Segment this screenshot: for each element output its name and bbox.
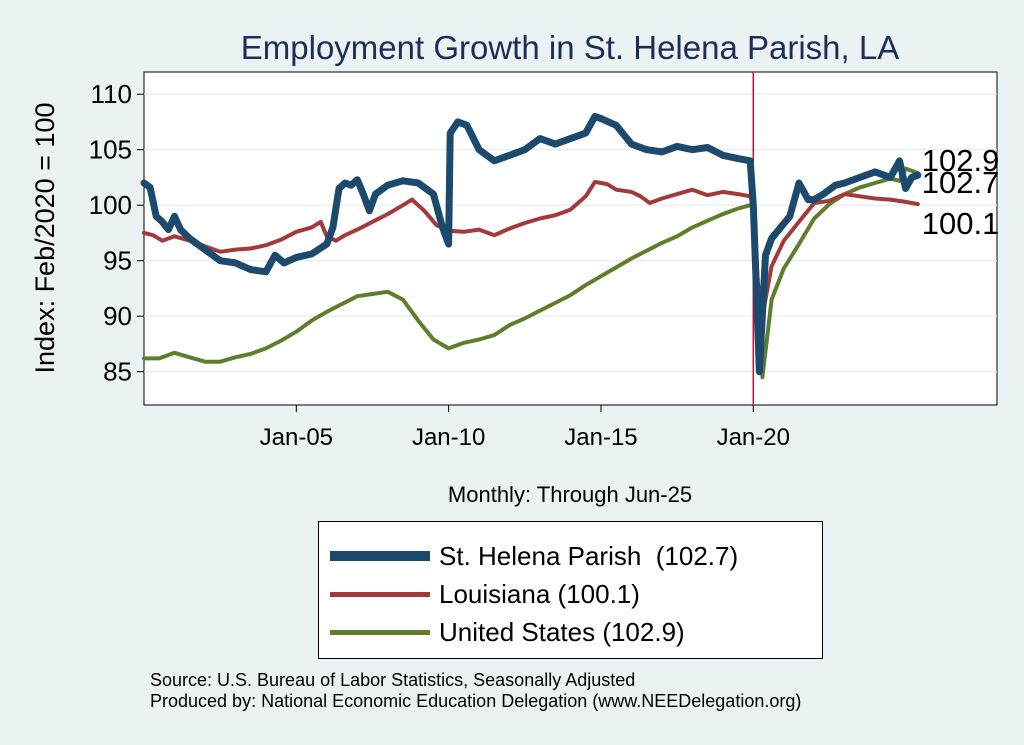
chart-title: Employment Growth in St. Helena Parish, …: [241, 29, 899, 66]
legend: St. Helena Parish (102.7) Louisiana (100…: [318, 521, 823, 659]
legend-swatch-united-states: [330, 630, 430, 635]
plot-area: [143, 71, 998, 406]
end-label-united-states: 102.9: [922, 143, 1000, 178]
source-line: Source: U.S. Bureau of Labor Statistics,…: [150, 670, 636, 690]
y-axis-label: Index: Feb/2020 = 100: [30, 103, 60, 374]
legend-label-st-helena: St. Helena Parish (102.7): [439, 541, 739, 571]
series-line-louisiana: [142, 179, 920, 319]
source-note: Source: U.S. Bureau of Labor Statistics,…: [150, 670, 801, 712]
x-tick-label: Jan-20: [717, 424, 790, 451]
legend-label-united-states: United States (102.9): [439, 617, 685, 647]
x-tick-label: Jan-05: [260, 424, 333, 451]
legend-label-louisiana: Louisiana (100.1): [439, 579, 640, 609]
legend-item-louisiana: Louisiana (100.1): [319, 577, 822, 613]
produced-by-line: Produced by: National Economic Education…: [150, 691, 802, 711]
series-layer: [140, 112, 922, 380]
y-tick-label: 90: [103, 301, 132, 331]
legend-item-st-helena: St. Helena Parish (102.7): [319, 539, 822, 575]
series-line-united-states: [142, 166, 920, 380]
series-line-st-helena: [140, 112, 922, 376]
x-axis-label: Monthly: Through Jun-25: [448, 482, 692, 507]
x-tick-label: Jan-10: [412, 424, 485, 451]
y-tick-label: 110: [91, 79, 132, 109]
legend-swatch-st-helena: [330, 551, 430, 561]
legend-swatch-louisiana: [330, 592, 430, 597]
y-tick-label: 105: [89, 135, 132, 165]
legend-item-united-states: United States (102.9): [319, 615, 822, 651]
x-tick-label: Jan-15: [564, 424, 637, 451]
end-label-st-helena: 102.7: [922, 165, 1000, 200]
y-tick-label: 85: [103, 357, 132, 387]
y-tick-label: 100: [89, 190, 132, 220]
end-label-louisiana: 100.1: [922, 206, 1000, 241]
y-tick-label: 95: [103, 246, 132, 276]
axis-layer: 85 90 95 100 105 110 Jan-05 Jan-10 Jan-15 Jan-20: [89, 79, 790, 451]
end-label-layer: 102.7 100.1 102.9: [922, 143, 1000, 241]
